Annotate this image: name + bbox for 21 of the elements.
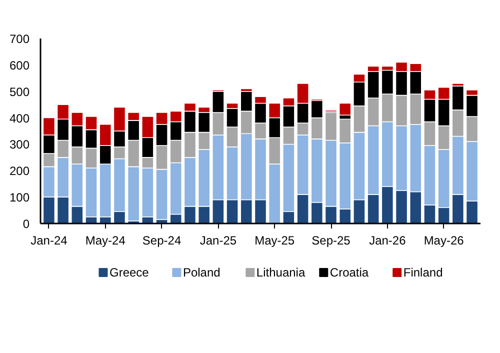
y-tick-label: 0 [22, 217, 30, 231]
x-tick-label: Sep-24 [142, 234, 182, 248]
y-tick-label: 100 [9, 190, 30, 205]
legend-label: Finland [403, 266, 443, 280]
legend-label: Croatia [330, 266, 369, 280]
legend-label: Poland [182, 266, 220, 280]
y-tick-label: 500 [9, 84, 30, 99]
x-tick-label: Sep-25 [312, 234, 351, 248]
legend-label: Greece [109, 266, 150, 280]
x-tick-label: May-25 [254, 234, 295, 248]
legend-label: Lithuania [256, 266, 306, 280]
y-tick-label: 200 [9, 164, 30, 178]
x-tick-label: May-26 [424, 234, 464, 248]
y-tick-label: 600 [9, 58, 30, 72]
x-tick-label: May-24 [85, 234, 126, 248]
y-tick-label: 700 [9, 32, 30, 46]
y-tick-label: 300 [9, 138, 30, 152]
y-tick-label: 400 [9, 111, 30, 126]
x-tick-label: Jan-24 [30, 234, 68, 248]
x-tick-label: Jan-25 [200, 234, 237, 248]
x-tick-label: Jan-26 [369, 234, 406, 248]
